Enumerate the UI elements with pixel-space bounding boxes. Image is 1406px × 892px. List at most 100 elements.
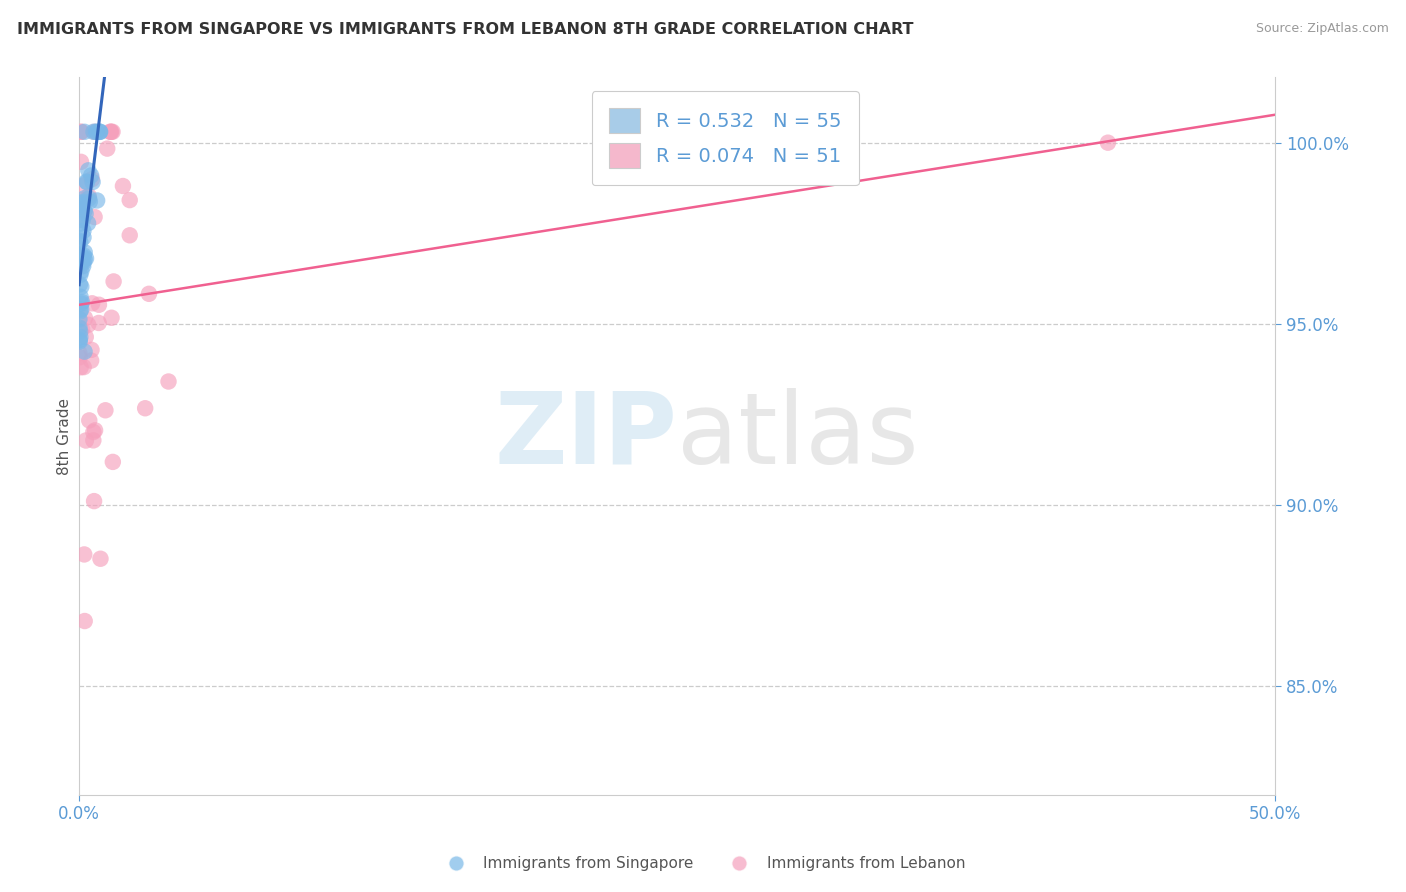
Point [69, 330, 91, 344]
Point [72, 259, 94, 273]
Point [83, 494, 105, 508]
Point [76, 175, 98, 189]
Point [100, 310, 122, 325]
Text: atlas: atlas [678, 388, 920, 484]
Point [84, 125, 107, 139]
Point [67, 234, 90, 248]
Point [77, 216, 100, 230]
Point [89, 125, 111, 139]
Point [73, 311, 96, 326]
Point [77, 189, 100, 203]
Point [80, 172, 103, 186]
Point [73, 191, 96, 205]
Point [69, 360, 91, 375]
Text: IMMIGRANTS FROM SINGAPORE VS IMMIGRANTS FROM LEBANON 8TH GRADE CORRELATION CHART: IMMIGRANTS FROM SINGAPORE VS IMMIGRANTS … [17, 22, 914, 37]
Point [73, 203, 96, 218]
Point [100, 125, 122, 139]
Point [70, 322, 93, 336]
Point [72, 213, 94, 227]
Point [76, 175, 98, 189]
Point [89, 551, 111, 566]
Legend: R = 0.532   N = 55, R = 0.074   N = 51: R = 0.532 N = 55, R = 0.074 N = 51 [592, 91, 859, 186]
Point [118, 193, 141, 207]
Point [86, 194, 108, 208]
Text: ZIP: ZIP [495, 388, 678, 484]
Point [69, 277, 91, 292]
Point [1097, 136, 1119, 150]
Legend: Immigrants from Singapore, Immigrants from Lebanon: Immigrants from Singapore, Immigrants fr… [434, 850, 972, 877]
Point [70, 248, 93, 262]
Point [82, 296, 104, 310]
Point [79, 194, 101, 209]
Point [67, 346, 90, 360]
Point [75, 330, 97, 344]
Point [70, 295, 93, 310]
Point [70, 279, 93, 293]
Point [94, 403, 117, 417]
Point [69, 333, 91, 347]
Point [100, 125, 122, 139]
Point [82, 425, 104, 439]
Point [69, 260, 91, 274]
Point [77, 191, 100, 205]
Point [72, 224, 94, 238]
Point [70, 125, 93, 139]
Point [72, 202, 94, 216]
Point [75, 434, 97, 448]
Point [69, 304, 91, 318]
Point [83, 125, 105, 139]
Point [69, 198, 91, 212]
Point [96, 142, 118, 156]
Point [70, 296, 93, 310]
Point [82, 125, 104, 139]
Point [69, 268, 91, 282]
Point [72, 255, 94, 269]
Text: Source: ZipAtlas.com: Source: ZipAtlas.com [1256, 22, 1389, 36]
Point [72, 230, 94, 244]
Point [73, 614, 96, 628]
Point [69, 320, 91, 334]
Point [80, 169, 103, 183]
Point [89, 125, 111, 139]
Point [67, 312, 90, 326]
Point [157, 375, 180, 389]
Point [87, 298, 110, 312]
Point [73, 249, 96, 263]
Point [87, 316, 110, 330]
Point [98, 125, 121, 139]
Point [73, 360, 96, 375]
Point [77, 413, 100, 427]
Point [118, 228, 141, 243]
Point [80, 353, 103, 368]
Point [73, 178, 96, 193]
Point [101, 455, 124, 469]
Point [69, 213, 91, 227]
Point [67, 202, 90, 216]
Point [73, 548, 96, 562]
Point [73, 245, 96, 260]
Point [77, 318, 100, 332]
Point [73, 204, 96, 219]
Point [70, 196, 93, 211]
Point [69, 254, 91, 268]
Point [86, 125, 108, 139]
Point [69, 325, 91, 339]
Point [69, 217, 91, 231]
Point [89, 125, 111, 139]
Y-axis label: 8th Grade: 8th Grade [58, 398, 72, 475]
Point [69, 235, 91, 249]
Point [72, 195, 94, 210]
Point [84, 423, 107, 437]
Point [69, 334, 91, 349]
Point [103, 275, 125, 289]
Point [138, 286, 160, 301]
Point [111, 179, 134, 194]
Point [77, 163, 100, 178]
Point [72, 194, 94, 208]
Point [73, 344, 96, 359]
Point [67, 251, 90, 265]
Point [80, 343, 103, 357]
Point [70, 125, 93, 139]
Point [83, 210, 105, 224]
Point [134, 401, 156, 416]
